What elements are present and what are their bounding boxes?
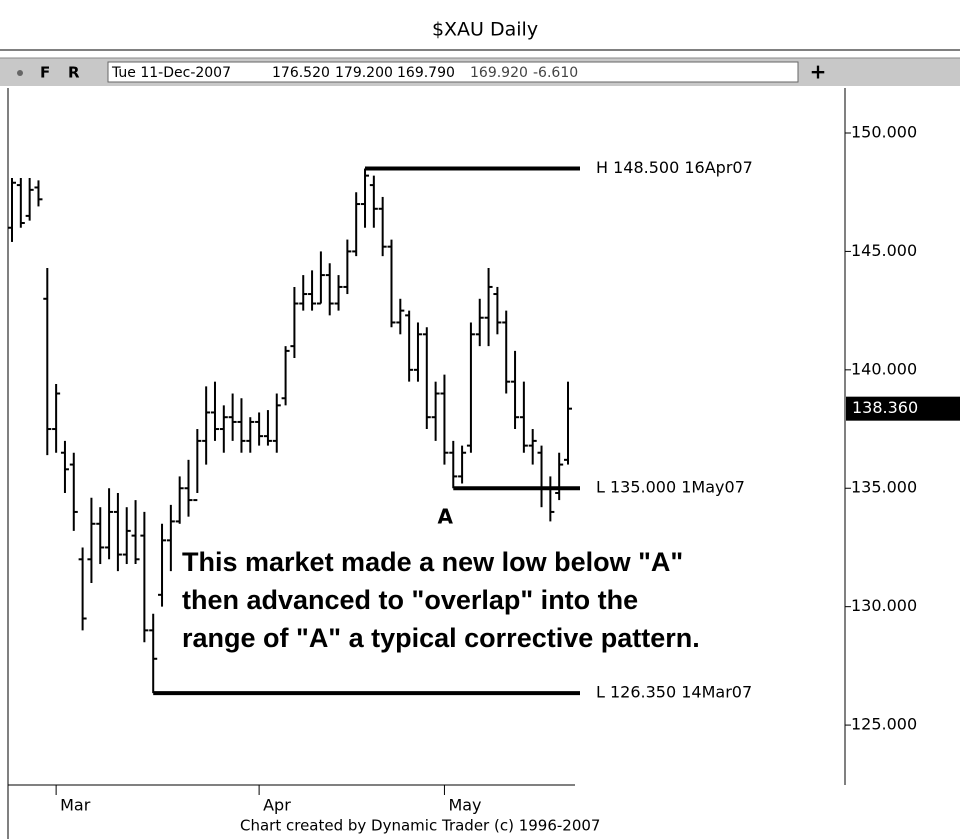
toolbar-item: 169.920: [470, 65, 528, 81]
x-tick-label: Mar: [60, 796, 91, 815]
toolbar-dot: [17, 70, 23, 76]
point-label: A: [438, 505, 454, 529]
level-label: L 126.350 14Mar07: [596, 683, 752, 702]
quote-box: [107, 61, 799, 83]
last-price-box: [846, 396, 960, 421]
chart-title: $XAU Daily: [432, 19, 538, 41]
x-tick-label: Apr: [263, 796, 291, 815]
toolbar-item: 179.200: [335, 65, 393, 81]
toolbar-item: -6.610: [533, 65, 578, 81]
level-label: L 135.000 1May07: [596, 478, 745, 497]
y-tick-label: 125.000: [851, 715, 917, 734]
y-tick-label: 140.000: [851, 359, 917, 378]
y-tick-label: 130.000: [851, 596, 917, 615]
annotation: then advanced to "overlap" into the: [182, 585, 638, 615]
toolbar-item: Tue 11-Dec-2007: [111, 65, 231, 81]
last-price-label: 138.360: [852, 398, 918, 417]
toolbar-item: 169.790: [397, 65, 455, 81]
x-tick-label: May: [448, 796, 481, 815]
level-label: H 148.500 16Apr07: [596, 158, 753, 177]
footer: Chart created by Dynamic Trader (c) 1996…: [240, 817, 600, 835]
toolbar-item: R: [68, 64, 80, 82]
y-tick-label: 150.000: [851, 122, 917, 141]
annotation: range of "A" a typical corrective patter…: [182, 623, 700, 653]
crosshair-icon: +: [810, 60, 827, 84]
y-tick-label: 145.000: [851, 241, 917, 260]
annotation: This market made a new low below "A": [182, 547, 683, 577]
toolbar-item: 176.520: [272, 65, 330, 81]
y-tick-label: 135.000: [851, 478, 917, 497]
toolbar-item: F: [40, 64, 50, 82]
